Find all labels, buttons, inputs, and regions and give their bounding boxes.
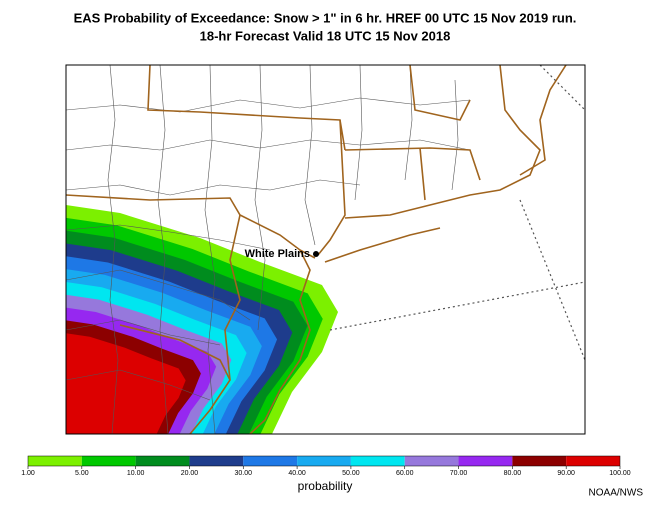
- colorbar: 1.00 5.00 10.00 20.00 30.00 40.00 50.00 60.00 70…: [21, 455, 631, 477]
- colorbar-tick-label: 30.00: [235, 470, 253, 477]
- subtitle: 18-hr Forecast Valid 18 UTC 15 Nov 2018: [200, 28, 451, 43]
- colorbar-tick-label: 20.00: [181, 470, 199, 477]
- boundary-lines: [329, 65, 585, 361]
- colorbar-segment: [297, 456, 351, 466]
- colorbar-segment: [135, 456, 190, 466]
- colorbar-tick-label: 50.00: [342, 470, 360, 477]
- colorbar-segment: [512, 456, 567, 466]
- probability-bands: [66, 205, 338, 434]
- map-frame: [65, 64, 586, 435]
- county-lines: [66, 65, 471, 434]
- colorbar-tick-label: 70.00: [450, 470, 468, 477]
- credit: NOAA/NWS: [589, 488, 644, 499]
- colorbar-tick-label: 90.00: [557, 470, 575, 477]
- colorbar-segment: [350, 456, 405, 466]
- colorbar-tick-label: 5.00: [75, 470, 89, 477]
- place-label: White Plains: [245, 248, 310, 260]
- probability-band: [66, 333, 186, 434]
- colorbar-tick-label: 100.00: [609, 470, 631, 477]
- colorbar-tick-label: 40.00: [288, 470, 306, 477]
- colorbar-segment: [243, 456, 298, 466]
- colorbar-segment: [81, 456, 136, 466]
- colorbar-tick-label: 80.00: [504, 470, 522, 477]
- map-lines: [66, 65, 585, 434]
- colorbar-segment: [189, 456, 244, 466]
- colorbar-tick-label: 60.00: [396, 470, 414, 477]
- state-lines: [66, 65, 567, 434]
- colorbar-segment: [566, 456, 620, 466]
- place-marker: [313, 251, 319, 257]
- colorbar-label: probability: [298, 479, 353, 493]
- title: EAS Probability of Exceedance: Snow > 1"…: [74, 10, 577, 25]
- colorbar-frame: [27, 455, 621, 467]
- colorbar-tick-label: 10.00: [127, 470, 145, 477]
- colorbar-tick-label: 1.00: [21, 470, 35, 477]
- colorbar-segment: [458, 456, 513, 466]
- colorbar-segment: [28, 456, 82, 466]
- colorbar-segment: [404, 456, 459, 466]
